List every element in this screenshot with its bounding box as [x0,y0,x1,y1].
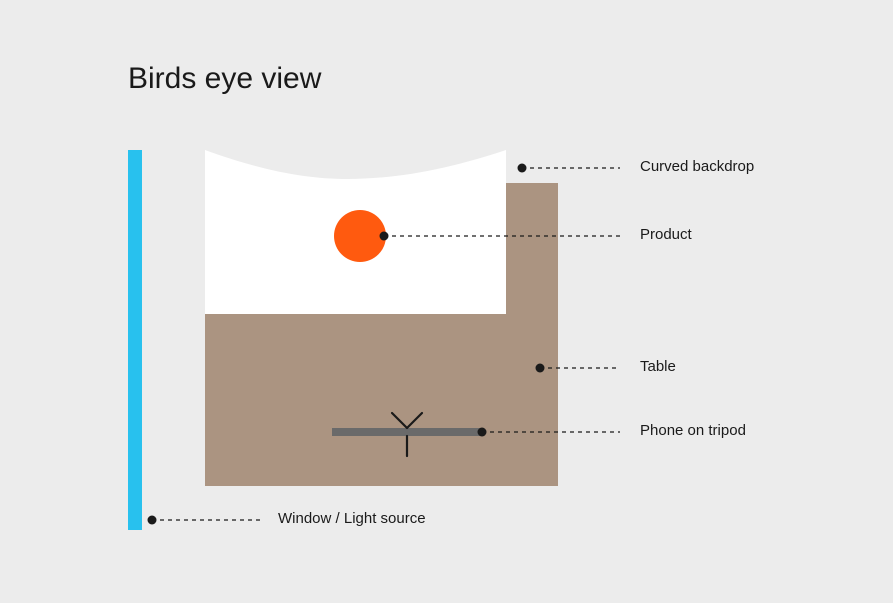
window-light-source [128,150,142,530]
phone-bar [332,428,482,436]
label-window: Window / Light source [278,510,426,527]
label-backdrop: Curved backdrop [640,158,754,175]
label-product: Product [640,226,692,243]
label-phone: Phone on tripod [640,422,746,439]
diagram-title: Birds eye view [128,62,321,96]
callout-dot-product [380,232,389,241]
product-shape [334,210,386,262]
callout-dot-table [536,364,545,373]
callout-dot-backdrop [518,164,527,173]
label-table: Table [640,358,676,375]
callout-dot-window [148,516,157,525]
callout-dot-phone [478,428,487,437]
diagram-stage: Birds eye view Curved backdrop Product Tab… [0,0,893,603]
